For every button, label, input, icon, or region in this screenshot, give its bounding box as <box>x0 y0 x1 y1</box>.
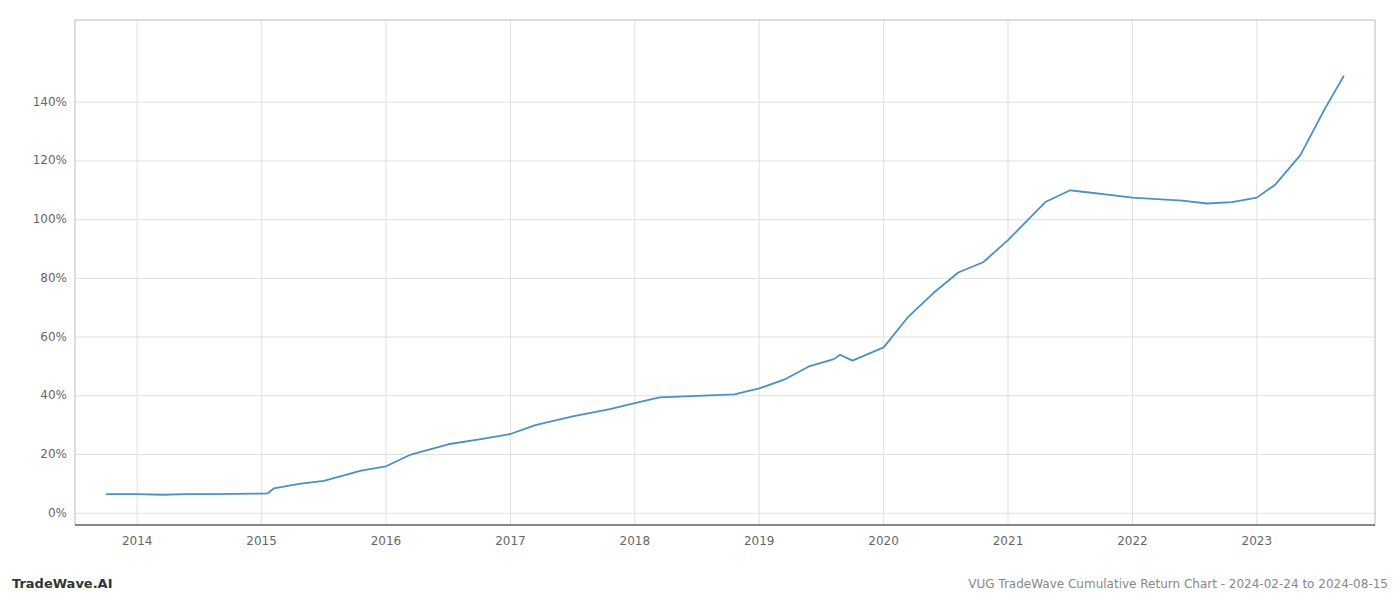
x-grid-line <box>759 20 760 525</box>
watermark: TradeWave.AI <box>12 576 113 591</box>
y-tick-label: 20% <box>40 447 67 461</box>
series-group <box>106 76 1344 495</box>
x-grid-line <box>510 20 511 525</box>
y-tick-label: 140% <box>33 95 67 109</box>
y-grid-line <box>75 454 1375 455</box>
y-grid-line <box>75 513 1375 514</box>
x-tick-label: 2020 <box>868 534 899 548</box>
y-axis: 0% 20% 40% 60% 80% 100% 120% 140% <box>33 95 67 520</box>
y-grid-line <box>75 337 1375 338</box>
chart: 0%20%40%60%80%100%120%140%20142015201620… <box>0 0 1400 600</box>
y-tick-label: 80% <box>40 271 67 285</box>
x-tick-label: 2014 <box>122 534 153 548</box>
x-tick-label: 2021 <box>993 534 1024 548</box>
title: VUG TradeWave Cumulative Return Chart - … <box>968 577 1388 591</box>
y-tick-label: 0% <box>48 506 67 520</box>
y-tick-label: 120% <box>33 153 67 167</box>
x-grid-line <box>386 20 387 525</box>
y-grid-line <box>75 102 1375 103</box>
x-grid-line <box>883 20 884 525</box>
x-grid-line <box>1008 20 1009 525</box>
x-axis: 2014 2015 2016 2017 2018 2019 2020 2021 2022 2023 <box>122 534 1272 548</box>
x-grid-line <box>634 20 635 525</box>
y-tick-label: 40% <box>40 388 67 402</box>
x-grid-line <box>1256 20 1257 525</box>
line <box>106 76 1344 495</box>
x-tick-label: 2019 <box>744 534 775 548</box>
x-grid-line <box>261 20 262 525</box>
y-grid-line <box>75 219 1375 220</box>
y-grid-line <box>75 278 1375 279</box>
x-tick-label: 2015 <box>246 534 277 548</box>
x-axis-line <box>75 524 1375 525</box>
x-tick-label: 2018 <box>620 534 651 548</box>
y-tick-label: 100% <box>33 212 67 226</box>
x-grid-line <box>137 20 138 525</box>
x-tick-label: 2016 <box>371 534 402 548</box>
plot-frame <box>75 20 1375 525</box>
x-grid-line <box>1132 20 1133 525</box>
x-tick-label: 2023 <box>1242 534 1273 548</box>
y-tick-label: 60% <box>40 330 67 344</box>
grid <box>75 20 1375 525</box>
x-tick-label: 2017 <box>495 534 526 548</box>
y-grid-line <box>75 160 1375 161</box>
x-tick-label: 2022 <box>1117 534 1148 548</box>
